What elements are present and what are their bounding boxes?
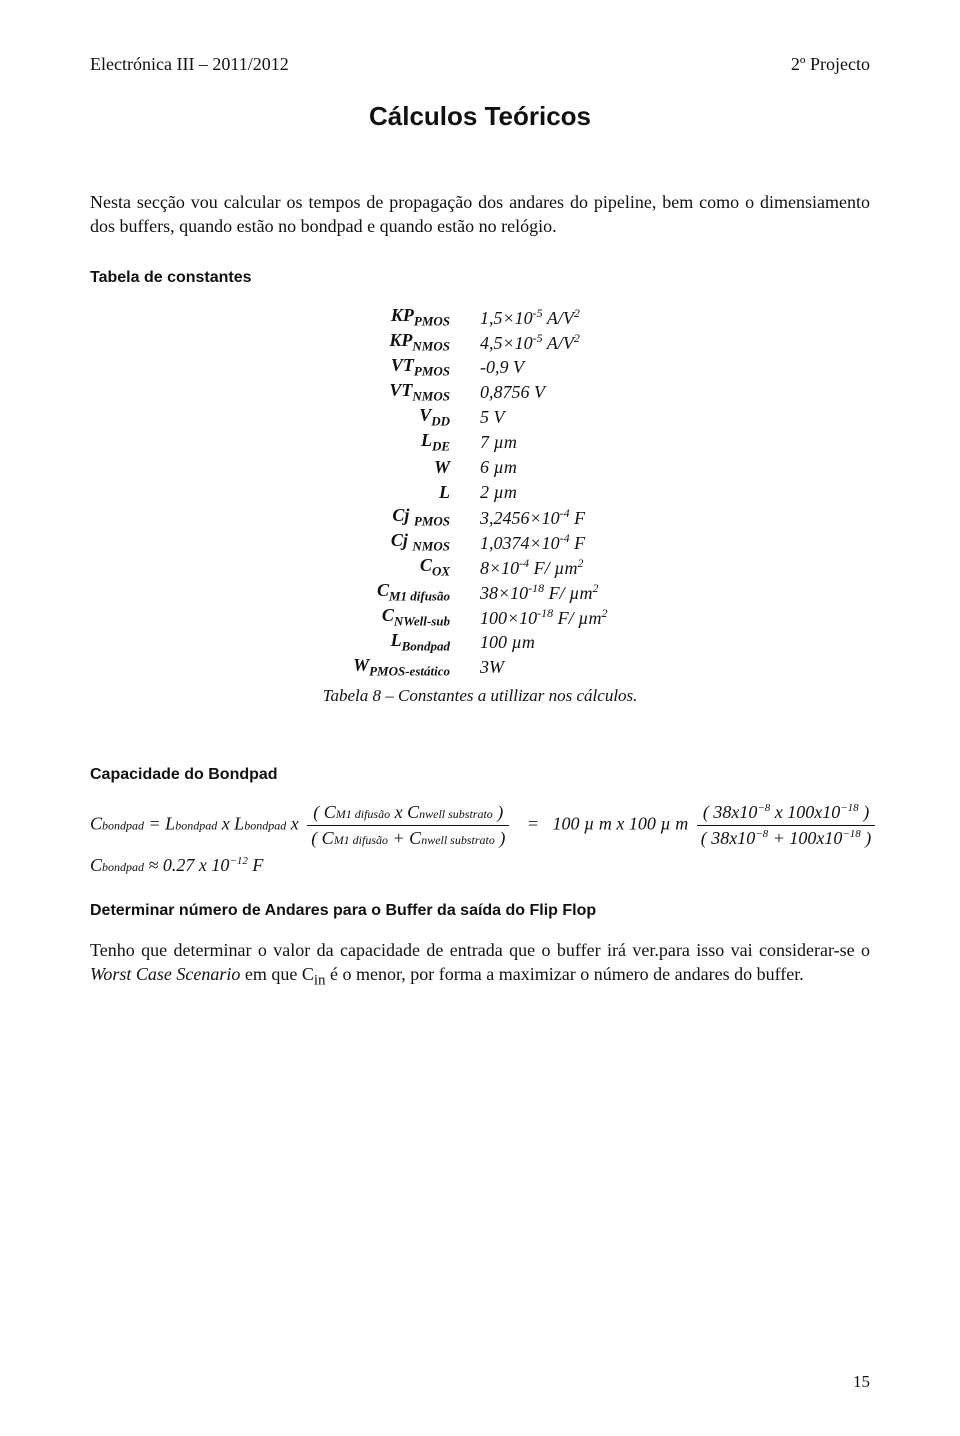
section-bondpad-heading: Capacidade do Bondpad xyxy=(90,766,870,784)
table-caption: Tabela 8 – Constantes a utillizar nos cá… xyxy=(90,686,870,706)
constant-value: 1,5×10-5 A/V2 xyxy=(480,306,580,329)
constants-row: W6 µm xyxy=(290,455,870,480)
constants-row: CNWell-sub100×10-18 F/ µm2 xyxy=(290,605,870,630)
constant-symbol: Cj PMOS xyxy=(290,505,480,530)
constant-symbol: KPNMOS xyxy=(290,330,480,355)
constants-row: CM1 difusão38×10-18 F/ µm2 xyxy=(290,580,870,605)
constants-row: KPPMOS1,5×10-5 A/V2 xyxy=(290,305,870,330)
constants-row: L2 µm xyxy=(290,480,870,505)
constant-symbol: Cj NMOS xyxy=(290,530,480,555)
equation-bondpad-approx: Cbondpad ≈ 0.27 x 10−12 F xyxy=(90,855,870,876)
constants-row: Cj NMOS1,0374×10-4 F xyxy=(290,530,870,555)
constant-value: 7 µm xyxy=(480,432,517,453)
constant-symbol: VTNMOS xyxy=(290,380,480,405)
constant-value: 3W xyxy=(480,657,504,678)
section-andares-heading: Determinar número de Andares para o Buff… xyxy=(90,902,870,920)
page-header: Electrónica III – 2011/2012 2º Projecto xyxy=(90,54,870,75)
constants-row: VTNMOS0,8756 V xyxy=(290,380,870,405)
constant-value: 2 µm xyxy=(480,482,517,503)
constant-value: 6 µm xyxy=(480,457,517,478)
intro-paragraph: Nesta secção vou calcular os tempos de p… xyxy=(90,190,870,239)
constant-value: 38×10-18 F/ µm2 xyxy=(480,581,599,604)
constants-row: VTPMOS-0,9 V xyxy=(290,355,870,380)
body-after-equations: Tenho que determinar o valor da capacida… xyxy=(90,938,870,991)
constant-symbol: VTPMOS xyxy=(290,355,480,380)
constant-symbol: W xyxy=(290,457,480,478)
constants-row: KPNMOS4,5×10-5 A/V2 xyxy=(290,330,870,355)
constants-row: Cj PMOS3,2456×10-4 F xyxy=(290,505,870,530)
constant-symbol: L xyxy=(290,482,480,503)
equation-bondpad-main: Cbondpad = Lbondpad x Lbondpad x ( CM1 d… xyxy=(90,802,870,849)
constant-symbol: LBondpad xyxy=(290,630,480,655)
constant-symbol: CM1 difusão xyxy=(290,580,480,605)
constant-symbol: LDE xyxy=(290,430,480,455)
constant-value: 8×10-4 F/ µm2 xyxy=(480,556,584,579)
section-constants-heading: Tabela de constantes xyxy=(90,269,870,287)
constants-row: COX8×10-4 F/ µm2 xyxy=(290,555,870,580)
page-number: 15 xyxy=(853,1372,870,1392)
constants-row: WPMOS-estático3W xyxy=(290,655,870,680)
page: Electrónica III – 2011/2012 2º Projecto … xyxy=(0,0,960,1436)
constant-value: 3,2456×10-4 F xyxy=(480,506,585,529)
constants-row: VDD5 V xyxy=(290,405,870,430)
constant-value: 4,5×10-5 A/V2 xyxy=(480,331,580,354)
constant-symbol: COX xyxy=(290,555,480,580)
constants-row: LDE7 µm xyxy=(290,430,870,455)
constant-value: 100×10-18 F/ µm2 xyxy=(480,606,608,629)
constants-table: KPPMOS1,5×10-5 A/V2KPNMOS4,5×10-5 A/V2VT… xyxy=(290,305,870,680)
page-title: Cálculos Teóricos xyxy=(90,101,870,132)
constant-symbol: CNWell-sub xyxy=(290,605,480,630)
constant-symbol: KPPMOS xyxy=(290,305,480,330)
header-left: Electrónica III – 2011/2012 xyxy=(90,54,289,75)
constant-value: 5 V xyxy=(480,407,505,428)
constant-value: -0,9 V xyxy=(480,357,524,378)
constant-symbol: WPMOS-estático xyxy=(290,655,480,680)
constant-symbol: VDD xyxy=(290,405,480,430)
constant-value: 0,8756 V xyxy=(480,382,545,403)
constant-value: 1,0374×10-4 F xyxy=(480,531,585,554)
constants-row: LBondpad100 µm xyxy=(290,630,870,655)
header-right: 2º Projecto xyxy=(791,54,870,75)
constant-value: 100 µm xyxy=(480,632,535,653)
